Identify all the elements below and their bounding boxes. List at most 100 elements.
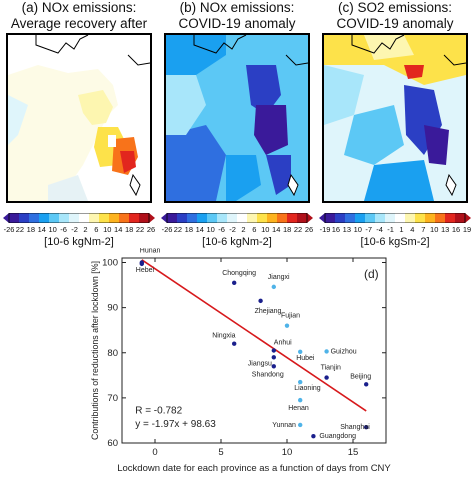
colorbar-a-swatch [139,213,150,223]
colorbar-a-swatch [9,213,20,223]
data-point [271,284,276,290]
colorbar-b-tick-label: 18 [282,225,292,234]
data-point [232,341,237,346]
colorbar-c-tick-label: -19 [319,225,331,234]
x-tick-label: 5 [218,447,223,458]
colorbar-c-swatch [415,213,426,223]
colorbar-a-ticks: -26 22 18 14 10 -6 -2 2 6 10 14 18 22 26 [1,225,157,235]
colorbar-a-swatch [39,213,50,223]
colorbar-a-swatch [69,213,80,223]
data-point [271,364,276,369]
colorbar-b-swatch [187,213,198,223]
data-point [284,323,290,328]
y-tick-label: 70 [107,393,118,404]
colorbar-b-swatch [227,213,238,223]
colorbar-c-tick-label: -4 [376,225,383,234]
panel-b-title-line1: (b) NOx emissions: [179,0,295,15]
colorbar-b-tick-label: -6 [218,225,225,234]
point-label: Guangdong [319,433,356,440]
colorbar-b-tick-label: 2 [241,225,246,234]
colorbar-b-swatch [277,213,288,223]
point-label: Hebei [136,267,155,274]
colorbar-a-tick-label: 18 [124,225,134,234]
x-tick-label: 15 [348,447,359,458]
colorbar-b-swatch [237,213,248,223]
point-label: Jiangxi [268,274,290,281]
data-point [232,280,237,286]
colorbar-c-swatch [385,213,396,223]
colorbar-c-ticks: -19 16 13 10 -7 -4 -1 1 4 7 10 13 16 19 [317,225,473,235]
colorbar-c-tick-label: 10 [353,225,362,234]
colorbar-b-swatch [197,213,208,223]
colorbar-b-swatch [207,213,218,223]
plot-frame [121,257,387,444]
data-point [298,379,303,385]
y-tick-label: 90 [107,303,118,314]
colorbar-b-tick-label: -26 [161,225,173,234]
fit-line [141,259,367,412]
x-tick-label: 0 [152,447,157,458]
point-label: Hubei [296,355,315,362]
colorbar-c-swatch [445,213,456,223]
data-point [271,355,276,360]
point-label: Liaoning [294,385,321,392]
map-panel-a [6,33,152,203]
colorbar-b-swatch [247,213,258,223]
scatter-chart: (d) Hunan Hebei Chongqing Jiangxi ZhejiangFu… [90,248,391,474]
x-axis-label: Lockdown date for each province as a fun… [117,463,391,474]
y-axis-label: Contributions of reductions after lockdo… [90,261,100,440]
colorbar-c-tick-label: 16 [451,225,461,234]
data-point [311,434,316,439]
colorbar-a-tick-label: 10 [48,225,57,234]
data-point [324,349,329,354]
panel-c-title-line1: (c) SO2 emissions: [337,0,453,15]
colorbar-c-tick-label: 10 [430,225,439,234]
data-point [364,382,369,387]
data-point [258,298,263,304]
colorbar-a-outline [8,213,150,223]
colorbar-a-tick-label: 14 [37,225,46,234]
colorbar-c-swatch [435,213,446,223]
point-label: Henan [288,405,309,412]
colorbar-c-swatch [345,213,356,223]
colorbar-b-tick-label: 10 [261,225,270,234]
colorbar-a-tick-label: -26 [3,225,15,234]
colorbar-b-ticks: -26 22 18 14 10 -6 -2 2 6 10 14 18 22 26 [159,225,315,235]
colorbar-c-right-arrow [465,213,471,223]
colorbar-c-left-arrow [319,213,325,223]
colorbar-a-swatch [29,213,40,223]
colorbar-a-tick-label: 22 [15,225,25,234]
colorbar-a-tick-label: -2 [71,225,78,234]
colorbar-b-tick-label: 14 [195,225,204,234]
colorbar-b-tick-label: 10 [206,225,215,234]
colorbar-c-swatch [365,213,376,223]
colorbar-a-swatch [19,213,30,223]
colorbar-b-tick-label: 18 [184,225,194,234]
colorbar-a-swatch [129,213,140,223]
point-label: Tianjin [321,365,341,372]
colorbar-a-swatch [59,213,70,223]
colorbar-b-swatch [217,213,228,223]
colorbar-c-swatch [425,213,436,223]
colorbar-b-tick-label: 22 [293,225,303,234]
colorbar-c-swatch [455,213,466,223]
colorbar-a-tick-label: 6 [94,225,99,234]
x-tick-label: 10 [282,447,293,458]
y-tick-label: 80 [107,348,118,359]
colorbar-b-swatch [297,213,308,223]
equation-annotation: y = -1.97x + 98.63 [135,419,216,430]
map-panel-c [322,33,468,203]
colorbar-b-outline [166,213,308,223]
colorbar-c [319,213,471,223]
colorbar-a-swatch [49,213,60,223]
point-label: Fujian [281,313,300,320]
point-label: Beijing [350,373,371,380]
colorbar-c-tick-label: -1 [387,225,394,234]
colorbar-c-swatch [325,213,336,223]
colorbar-a-swatch [119,213,130,223]
colorbar-b-swatch [267,213,278,223]
data-point [298,349,303,355]
data-point [364,425,369,430]
colorbar-c-unit: [10-6 kgSm-2] [360,236,430,248]
colorbar-c-swatch [335,213,346,223]
